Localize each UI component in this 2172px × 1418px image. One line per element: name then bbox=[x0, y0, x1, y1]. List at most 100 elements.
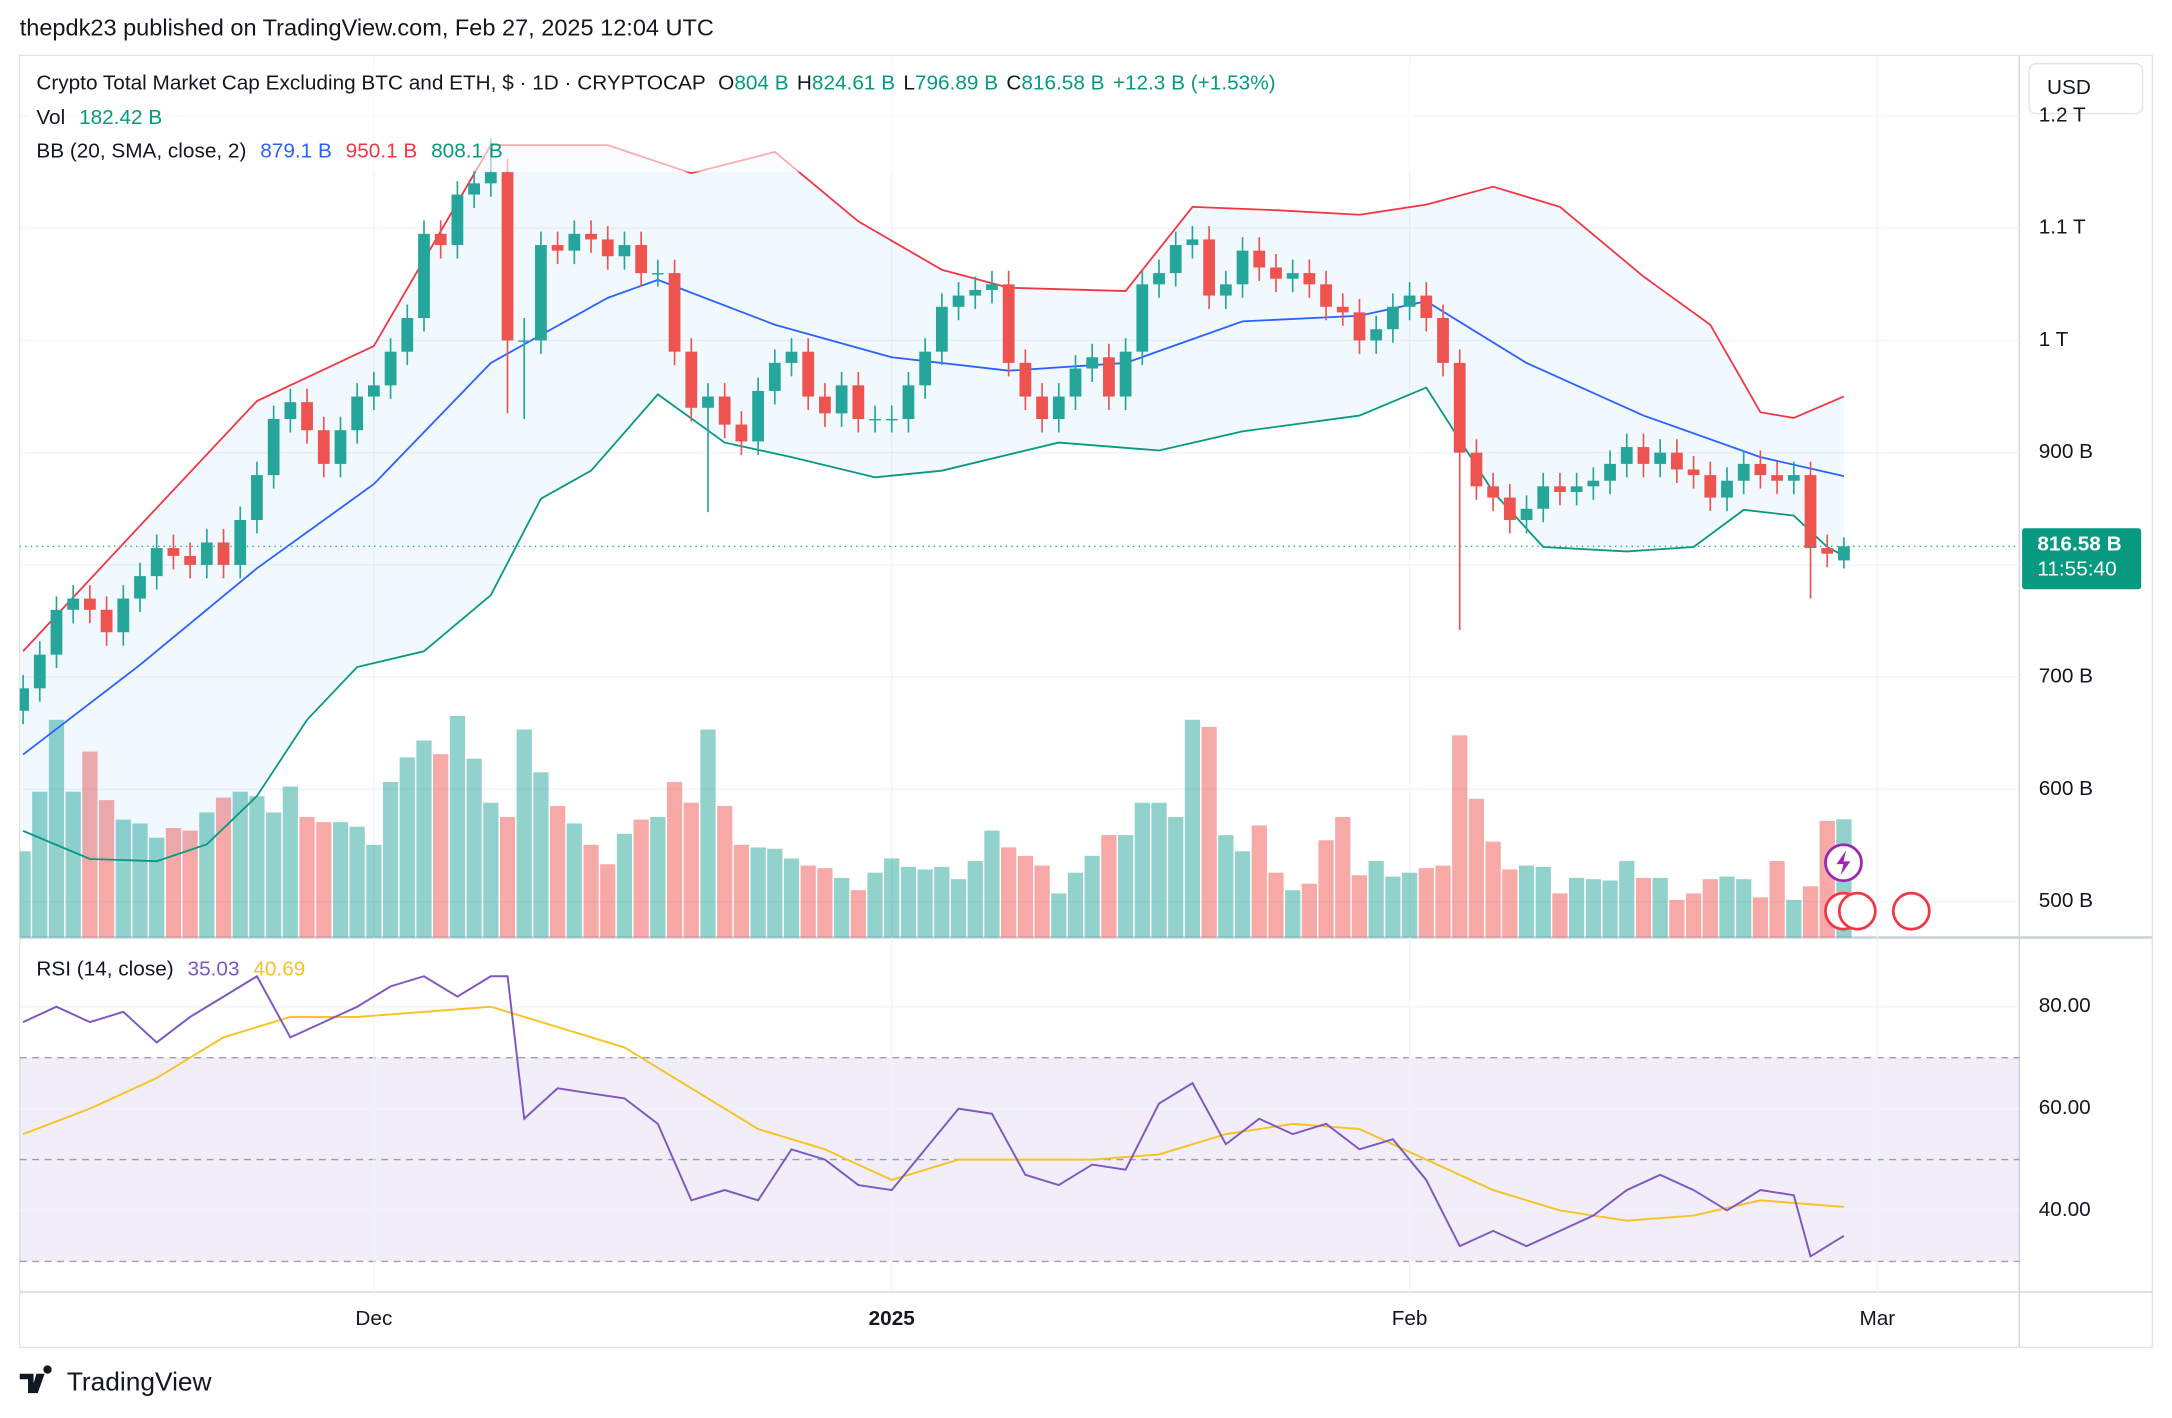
volume-bar bbox=[1435, 865, 1451, 938]
chart-legend: Crypto Total Market Cap Excluding BTC an… bbox=[36, 72, 1275, 95]
volume-bar bbox=[666, 782, 683, 938]
candle-body bbox=[1270, 267, 1282, 279]
candle-body bbox=[401, 317, 414, 352]
candle-body bbox=[1771, 475, 1783, 481]
volume-bar bbox=[1602, 880, 1618, 938]
volume-bar bbox=[1101, 835, 1117, 938]
x-tick-label: Feb bbox=[1392, 1307, 1428, 1330]
volume-bar bbox=[1351, 875, 1368, 938]
candle-body bbox=[351, 396, 364, 431]
volume-bar bbox=[1652, 877, 1668, 938]
volume-bar bbox=[1301, 883, 1317, 938]
candle-body bbox=[969, 289, 982, 296]
volume-bar bbox=[616, 833, 633, 938]
candle-body bbox=[819, 396, 831, 414]
candle-body bbox=[1554, 486, 1566, 492]
candle-body bbox=[301, 402, 313, 431]
volume-bar bbox=[650, 816, 666, 938]
x-tick-label: Dec bbox=[355, 1307, 392, 1330]
volume-bar bbox=[483, 802, 499, 938]
rsi-value: 40.69 bbox=[253, 958, 305, 981]
currency[interactable]: USD bbox=[2047, 76, 2091, 99]
candle-body bbox=[1370, 329, 1383, 341]
candle-body bbox=[1620, 447, 1633, 464]
candle-body bbox=[802, 351, 815, 397]
candle-body bbox=[1437, 317, 1449, 363]
candle-body bbox=[1036, 396, 1048, 420]
candle-body bbox=[167, 548, 180, 556]
candle-body bbox=[1052, 396, 1065, 420]
y-tick-label: 40.00 bbox=[2039, 1198, 2091, 1221]
candle-body bbox=[1587, 480, 1600, 487]
candle-body bbox=[735, 424, 748, 442]
volume-bar bbox=[834, 877, 850, 938]
volume-legend: Vol 182.42 B bbox=[36, 107, 162, 130]
candle-body bbox=[668, 273, 681, 352]
candle-body bbox=[84, 598, 96, 610]
volume-bar bbox=[82, 751, 98, 938]
candle-body bbox=[1219, 284, 1232, 296]
volume-bar bbox=[984, 830, 1000, 938]
volume-bar bbox=[199, 812, 215, 938]
candle-body bbox=[1687, 469, 1700, 476]
volume-bar bbox=[1452, 735, 1468, 938]
volume-bar bbox=[382, 782, 399, 938]
event-icons bbox=[1824, 843, 1931, 931]
y-tick-label: 900 B bbox=[2039, 440, 2093, 463]
candle-body bbox=[1119, 351, 1132, 397]
event-icon[interactable] bbox=[1891, 891, 1931, 931]
candle-body bbox=[718, 396, 731, 425]
volume-bar bbox=[1184, 719, 1201, 938]
volume-bar bbox=[182, 830, 198, 938]
volume-bar bbox=[1368, 861, 1384, 938]
candle-body bbox=[752, 390, 764, 442]
volume-bar bbox=[1752, 897, 1769, 938]
candle-body bbox=[902, 385, 915, 420]
volume-bar bbox=[232, 791, 248, 938]
legend-key: H bbox=[797, 72, 812, 95]
candle-body bbox=[418, 233, 430, 318]
candle-body bbox=[986, 284, 998, 290]
candle-body bbox=[585, 233, 597, 240]
bb-line bbox=[22, 278, 1845, 756]
volume-bar bbox=[1485, 841, 1501, 938]
candle-body bbox=[1136, 284, 1149, 352]
volume-bar bbox=[566, 823, 582, 938]
candle-body bbox=[952, 295, 965, 307]
candle-body bbox=[1503, 497, 1516, 521]
event-icon[interactable] bbox=[1837, 891, 1877, 931]
candle-body bbox=[33, 654, 46, 689]
legend-backdrop bbox=[28, 63, 1413, 172]
candle-body bbox=[885, 419, 898, 421]
candle-body bbox=[1169, 245, 1182, 274]
volume-bar bbox=[1017, 855, 1033, 938]
volume-bar bbox=[1552, 893, 1568, 938]
candle-body bbox=[1403, 295, 1416, 307]
volume-bar bbox=[850, 890, 866, 938]
candle-body bbox=[67, 598, 80, 610]
volume-bar bbox=[249, 796, 265, 938]
volume-bar bbox=[516, 729, 532, 938]
currency-box[interactable] bbox=[2028, 63, 2144, 115]
legend-value: 816.58 B bbox=[1021, 72, 1104, 95]
volume-bar bbox=[1335, 816, 1351, 938]
candle-body bbox=[1804, 475, 1817, 549]
y-tick-label: 80.00 bbox=[2039, 994, 2091, 1017]
legend-key: C bbox=[1006, 72, 1021, 95]
volume-bar bbox=[1034, 865, 1050, 938]
candle-body bbox=[1637, 447, 1650, 464]
candle-body bbox=[601, 239, 614, 257]
volume-name: Vol bbox=[36, 107, 65, 130]
candle-body bbox=[635, 245, 648, 274]
candle-body bbox=[317, 430, 330, 464]
candle-body bbox=[1654, 452, 1667, 464]
volume-bar bbox=[783, 858, 800, 938]
volume-bar bbox=[1251, 825, 1267, 938]
candle-body bbox=[1186, 239, 1199, 246]
volume-bar bbox=[1786, 899, 1802, 938]
candle-body bbox=[1570, 486, 1583, 492]
